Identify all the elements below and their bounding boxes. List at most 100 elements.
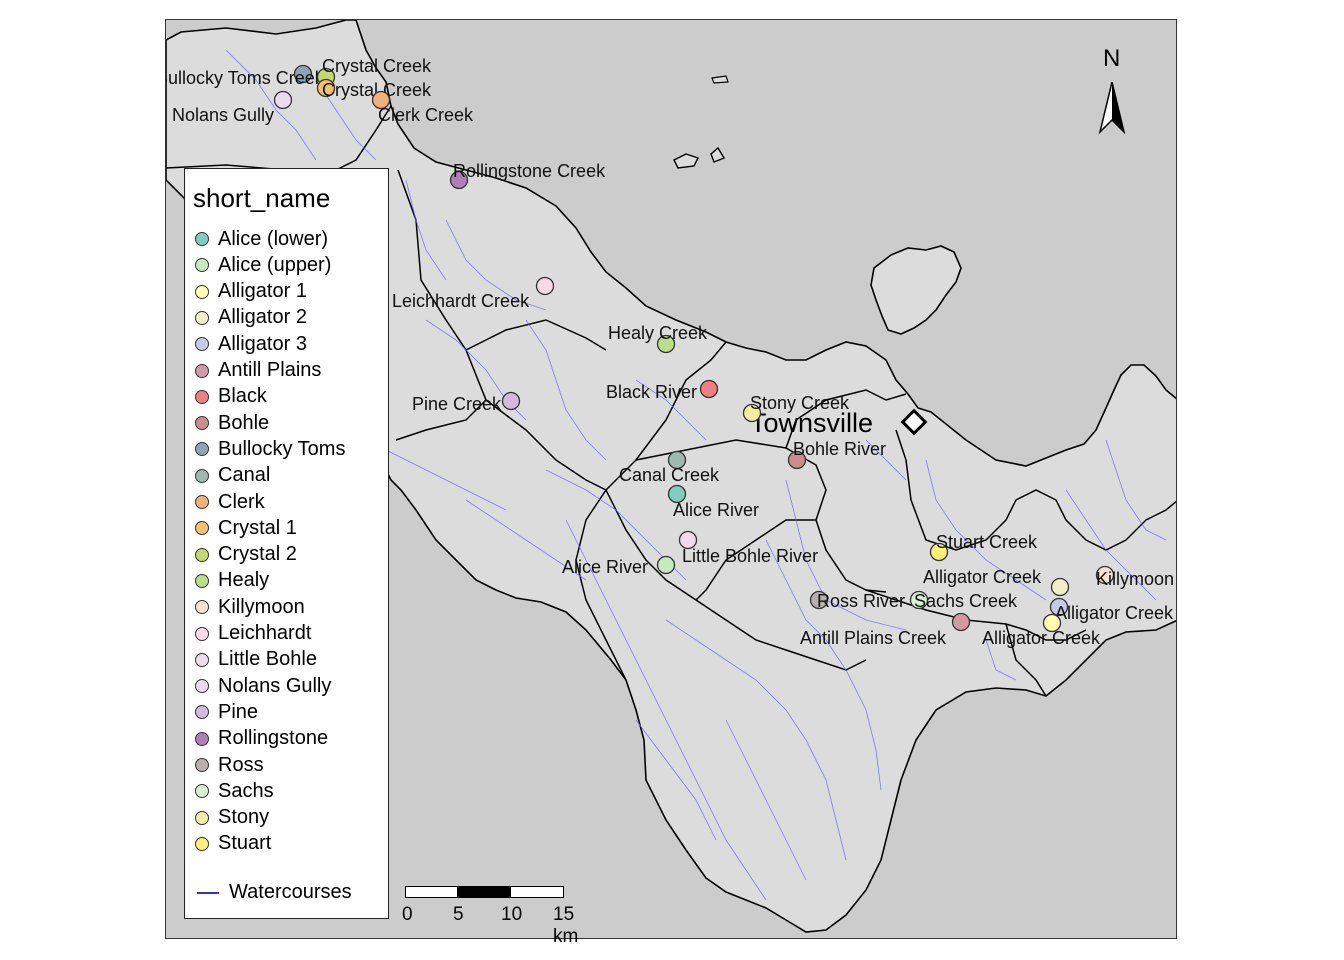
legend-swatch-icon — [195, 758, 209, 772]
small-island — [710, 146, 726, 163]
legend-swatch-icon — [195, 363, 209, 378]
legend-item: Nolans Gully — [195, 674, 331, 698]
watercourse-line-icon — [197, 891, 219, 894]
legend-swatch-icon — [195, 731, 209, 746]
site-marker[interactable] — [449, 170, 469, 190]
legend-item: Canal — [195, 464, 270, 488]
small-island — [711, 75, 729, 84]
legend-item: Stuart — [195, 832, 271, 856]
legend-swatch-icon — [195, 705, 209, 720]
legend-label: Stony — [218, 806, 270, 829]
site-label: Alice River — [673, 500, 759, 520]
site-marker[interactable] — [667, 450, 687, 470]
legend-swatch-icon — [195, 416, 209, 431]
site-marker[interactable] — [951, 612, 971, 632]
legend-item: Alice (lower) — [195, 227, 328, 251]
site-label: Alligator Creek — [923, 567, 1042, 587]
legend-item: Stony — [195, 806, 269, 830]
townsville-label: Townsville — [750, 408, 873, 438]
site-label: Antill Plains Creek — [800, 628, 947, 648]
legend-item: Ross — [195, 753, 264, 777]
site-label: Crystal Creek — [322, 56, 432, 76]
legend-item-watercourses: Watercourses — [197, 881, 352, 904]
site-label: Rollingstone Creek — [453, 161, 606, 181]
site-label: Pine Creek — [412, 394, 502, 414]
site-marker[interactable] — [809, 590, 829, 610]
site-marker[interactable] — [501, 391, 521, 411]
site-marker[interactable] — [667, 484, 687, 504]
legend-item: Sachs — [195, 779, 274, 803]
north-arrow: N — [1098, 45, 1126, 135]
site-label: Stuart Creek — [936, 532, 1038, 552]
legend-swatch-icon — [195, 652, 209, 667]
site-label: Ross River — [817, 591, 905, 611]
small-island — [673, 153, 699, 169]
legend-item: Pine — [195, 700, 258, 724]
legend-label: Bullocky Toms — [218, 437, 346, 460]
site-marker[interactable] — [787, 450, 807, 470]
legend-label: Leichhardt — [218, 622, 312, 644]
scale-segment — [510, 886, 564, 898]
legend-swatch-icon — [195, 442, 209, 457]
site-marker[interactable] — [1095, 565, 1115, 585]
legend-swatch-icon — [195, 573, 209, 588]
legend-label: Crystal 1 — [218, 516, 297, 539]
site-label: Sachs Creek — [914, 591, 1018, 611]
site-label: Stony Creek — [750, 393, 850, 413]
legend-label: Ross — [218, 753, 264, 776]
legend-label: Alligator 1 — [218, 280, 307, 303]
legend-watercourses-label: Watercourses — [229, 881, 352, 903]
site-label: Alligator Creek — [1055, 603, 1174, 623]
legend-swatch-icon — [195, 258, 209, 273]
site-marker[interactable] — [678, 530, 698, 550]
scale-segment — [457, 886, 511, 898]
site-marker[interactable] — [1042, 613, 1062, 633]
site-label: Alligator Creek — [982, 628, 1101, 648]
map-canvas[interactable]: Townsville N Bullocky Toms CreekCrystal … — [166, 20, 1177, 939]
legend-label: Killymoon — [218, 595, 305, 618]
legend-item: Alice (upper) — [195, 253, 331, 277]
legend-label: Healy — [218, 569, 270, 592]
site-marker[interactable] — [742, 403, 762, 423]
legend-label: Alligator 3 — [218, 332, 307, 355]
legend-swatch-icon — [195, 600, 209, 615]
legend-label: Crystal 2 — [218, 543, 297, 566]
catchment-boundaries — [166, 105, 1176, 697]
magnetic-island — [870, 245, 962, 335]
townsville-marker[interactable] — [900, 408, 928, 436]
legend-item: Bullocky Toms — [195, 437, 345, 461]
north-arrow-label: N — [1103, 45, 1120, 72]
legend-item: Clerk — [195, 490, 265, 514]
site-marker[interactable] — [929, 542, 949, 562]
site-marker[interactable] — [293, 64, 313, 84]
site-label: Canal Creek — [619, 465, 720, 485]
site-label: Killymoon Creek — [1096, 569, 1177, 589]
site-marker[interactable] — [909, 590, 929, 610]
legend-item: Alligator 1 — [195, 280, 307, 304]
legend-label: Nolans Gully — [218, 674, 332, 697]
scale-segment — [405, 886, 458, 898]
legend-label: Clerk — [218, 490, 265, 513]
legend-label: Pine — [218, 700, 259, 723]
site-marker[interactable] — [1050, 577, 1070, 597]
legend-item: Killymoon — [195, 595, 305, 619]
legend-swatch-icon — [195, 337, 209, 352]
legend-label: Alice (upper) — [218, 253, 332, 276]
legend-item: Crystal 2 — [195, 543, 297, 567]
legend-swatch-icon — [195, 232, 209, 246]
legend: short_name Alice (lower) Alice (upper) All… — [184, 168, 389, 919]
site-marker[interactable] — [1049, 597, 1069, 617]
site-marker[interactable] — [371, 90, 391, 110]
site-marker[interactable] — [656, 334, 676, 354]
legend-label: Black — [218, 385, 267, 408]
site-marker[interactable] — [535, 276, 555, 296]
legend-label: Sachs — [218, 779, 274, 802]
legend-item: Crystal 1 — [195, 516, 297, 540]
site-label: Bohle River — [793, 439, 886, 459]
site-marker[interactable] — [273, 90, 293, 110]
legend-item: Healy — [195, 569, 269, 593]
site-marker[interactable] — [316, 78, 336, 98]
site-marker[interactable] — [699, 379, 719, 399]
legend-label: Bohle — [218, 411, 270, 434]
site-marker[interactable] — [656, 555, 676, 575]
